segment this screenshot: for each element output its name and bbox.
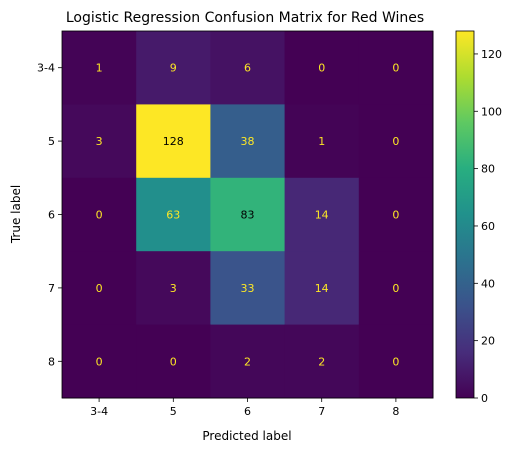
cell-value: 3 — [96, 135, 103, 148]
heatmap-cell — [284, 31, 360, 105]
colorbar-tick-label: 80 — [481, 163, 495, 176]
cell-value: 0 — [96, 282, 103, 295]
heatmap-cell — [284, 251, 360, 326]
cell-value: 0 — [392, 282, 399, 295]
heatmap-cell — [62, 251, 137, 326]
cell-value: 0 — [318, 62, 325, 75]
heatmap-cell — [358, 324, 434, 399]
cell-value: 128 — [163, 135, 184, 148]
cell-value: 14 — [315, 282, 329, 295]
y-tick-label: 5 — [48, 135, 55, 148]
x-tick-label: 8 — [392, 405, 399, 418]
cell-value: 0 — [96, 209, 103, 222]
cell-value: 83 — [241, 209, 255, 222]
colorbar-tick-label: 0 — [481, 392, 488, 405]
heatmap-cell — [136, 251, 211, 326]
colorbar-ticks: 0 20 40 60 80 100 120 — [474, 48, 502, 405]
cell-value: 0 — [392, 62, 399, 75]
heatmap-cell — [210, 177, 286, 252]
heatmap-cell — [358, 177, 434, 252]
y-tick-label: 3-4 — [37, 62, 55, 75]
cell-value: 0 — [96, 355, 103, 368]
y-tick-label: 6 — [48, 209, 55, 222]
heatmap-cell — [62, 104, 137, 179]
cell-value: 2 — [318, 355, 325, 368]
heatmap-cell — [358, 31, 434, 105]
x-tick-label: 5 — [170, 405, 177, 418]
cell-value: 6 — [244, 62, 251, 75]
colorbar-tick-label: 60 — [481, 220, 495, 233]
heatmap-cell — [358, 251, 434, 326]
cell-value: 1 — [318, 135, 325, 148]
x-tick-label: 6 — [244, 405, 251, 418]
y-axis-ticks: 3-4 5 6 7 8 — [37, 62, 62, 368]
cell-value: 14 — [315, 209, 329, 222]
heatmap-cell — [62, 31, 137, 105]
colorbar-tick-label: 40 — [481, 277, 495, 290]
colorbar — [455, 30, 475, 399]
cell-value: 0 — [392, 135, 399, 148]
x-axis-label: Predicted label — [202, 429, 291, 443]
heatmap-cell — [136, 104, 211, 179]
chart-title: Logistic Regression Confusion Matrix for… — [66, 10, 424, 26]
y-tick-label: 8 — [48, 355, 55, 368]
colorbar-tick-label: 120 — [481, 48, 502, 61]
heatmap-cell — [62, 324, 137, 399]
heatmap-cell — [284, 324, 360, 399]
colorbar-tick-label: 100 — [481, 105, 502, 118]
cell-value: 0 — [392, 355, 399, 368]
cell-value: 63 — [166, 209, 180, 222]
heatmap-cell — [210, 251, 286, 326]
heatmap-cell — [62, 177, 137, 252]
colorbar-tick-label: 20 — [481, 335, 495, 348]
cell-value-labels: 1 9 6 0 03 128 38 1 00 63 83 14 00 3 33 14 00 0 2 2 0 — [96, 62, 400, 369]
cell-value: 0 — [392, 209, 399, 222]
cell-value: 2 — [244, 355, 251, 368]
heatmap-cell — [284, 177, 360, 252]
x-tick-label: 7 — [318, 405, 325, 418]
heatmap-cell — [358, 104, 434, 179]
heatmap-cell — [210, 31, 286, 105]
heatmap-cell — [136, 324, 211, 399]
heatmap-cell — [136, 177, 211, 252]
x-axis-ticks: 3-4 5 6 7 8 — [90, 398, 399, 418]
heatmap-cell — [136, 31, 211, 105]
cell-value: 3 — [170, 282, 177, 295]
y-tick-label: 7 — [48, 282, 55, 295]
x-tick-label: 3-4 — [90, 405, 108, 418]
cell-value: 0 — [170, 355, 177, 368]
y-axis-label: True label — [9, 185, 23, 244]
cell-value: 9 — [170, 62, 177, 75]
cell-value: 1 — [96, 62, 103, 75]
heatmap-cell — [210, 324, 286, 399]
heatmap-cell — [210, 104, 286, 179]
cell-value: 38 — [241, 135, 255, 148]
heatmap-cells — [62, 31, 434, 399]
heatmap-cell — [284, 104, 360, 179]
cell-value: 33 — [241, 282, 255, 295]
